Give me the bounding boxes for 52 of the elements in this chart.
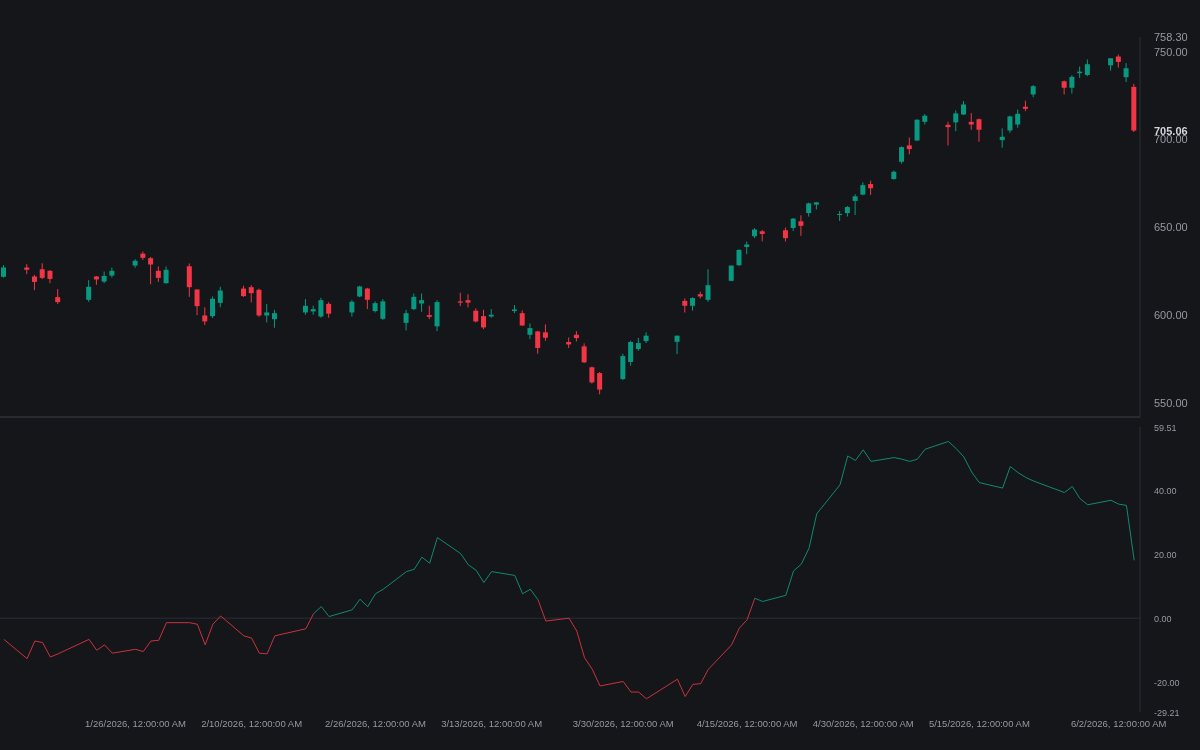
candlestick	[643, 331, 649, 344]
candlestick	[109, 266, 115, 279]
y-tick-label: 600.00	[1154, 309, 1188, 322]
candlestick	[419, 293, 425, 313]
x-tick-label: 1/26/2026, 12:00:00 AM	[85, 717, 187, 729]
candlestick	[380, 298, 386, 321]
candlestick	[837, 210, 843, 222]
candlestick	[1015, 109, 1021, 129]
y-tick-label: 0.00	[1154, 614, 1172, 625]
candlestick	[945, 121, 951, 146]
y-tick-label: 750.00	[1154, 45, 1188, 58]
candlestick	[481, 309, 486, 330]
candlestick	[148, 256, 154, 285]
x-tick-label: 4/15/2026, 12:00:00 AM	[696, 717, 798, 729]
candlestick	[597, 371, 603, 395]
candlestick	[264, 303, 270, 323]
candlestick	[217, 286, 223, 308]
candlestick	[194, 288, 200, 316]
candlestick	[798, 214, 804, 237]
candlestick	[140, 251, 146, 261]
candlestick	[914, 118, 920, 142]
y-tick-label: 20.00	[1154, 549, 1177, 560]
candlestick	[852, 193, 858, 216]
candlestick	[186, 262, 192, 298]
candlestick	[318, 297, 324, 319]
candlestick	[581, 342, 587, 364]
candlestick	[1123, 62, 1129, 83]
candlestick	[620, 353, 626, 381]
candlestick	[628, 340, 634, 367]
y-tick-label: -20.00	[1154, 678, 1180, 689]
candlestick	[364, 287, 370, 310]
candlestick	[86, 279, 92, 303]
x-tick-label: 5/15/2026, 12:00:00 AM	[928, 717, 1030, 729]
candlestick	[465, 293, 471, 308]
candlestick	[527, 322, 533, 340]
x-tick-label: 3/13/2026, 12:00:00 AM	[441, 717, 543, 729]
y-tick-label: 758.30	[1154, 31, 1188, 43]
y-tick-label: 40.00	[1154, 485, 1177, 496]
x-tick-label: 3/30/2026, 12:00:00 AM	[572, 717, 674, 729]
y-tick-label: 550.00	[1154, 396, 1188, 409]
y-tick-label: -29.21	[1154, 708, 1180, 718]
x-tick-label: 2/26/2026, 12:00:00 AM	[325, 717, 427, 729]
candlestick	[705, 268, 711, 303]
candlestick	[403, 309, 409, 331]
candlestick	[1069, 74, 1075, 95]
candlestick	[210, 295, 216, 319]
x-tick-label: 6/2/2026, 12:00:00 AM	[1070, 717, 1167, 729]
y-tick-label: 59.51	[1154, 423, 1177, 433]
y-tick-label: 650.00	[1154, 221, 1188, 234]
x-tick-label: 2/10/2026, 12:00:00 AM	[201, 717, 303, 729]
x-tick-label: 4/30/2026, 12:00:00 AM	[812, 717, 914, 729]
candlestick	[953, 109, 959, 132]
